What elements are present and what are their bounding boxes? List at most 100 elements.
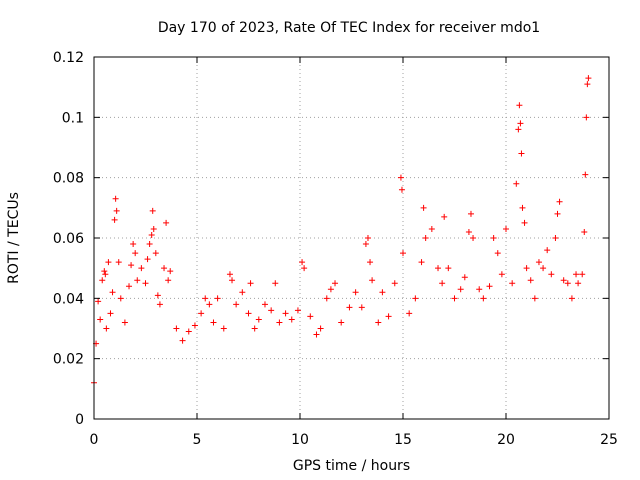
data-point bbox=[519, 204, 526, 211]
x-tick-label: 20 bbox=[497, 432, 515, 448]
data-point bbox=[134, 277, 141, 284]
data-point bbox=[107, 310, 114, 317]
data-point bbox=[112, 195, 119, 202]
data-point bbox=[165, 277, 172, 284]
data-point bbox=[191, 322, 198, 329]
data-point bbox=[210, 319, 217, 326]
data-point bbox=[375, 319, 382, 326]
data-point bbox=[301, 265, 308, 272]
data-point bbox=[435, 265, 442, 272]
data-point bbox=[268, 307, 275, 314]
y-tick-label: 0.1 bbox=[62, 110, 84, 126]
data-point bbox=[149, 207, 156, 214]
data-point bbox=[117, 295, 124, 302]
chart-title: Day 170 of 2023, Rate Of TEC Index for r… bbox=[158, 20, 540, 36]
data-point bbox=[161, 265, 168, 272]
data-point bbox=[102, 271, 109, 278]
data-point bbox=[198, 310, 205, 317]
data-point bbox=[288, 316, 295, 323]
data-point bbox=[109, 289, 116, 296]
data-point bbox=[167, 268, 174, 275]
data-point bbox=[575, 280, 582, 287]
data-point bbox=[503, 225, 509, 232]
data-point bbox=[111, 216, 118, 223]
data-point bbox=[515, 126, 522, 133]
data-point bbox=[564, 280, 571, 287]
data-point bbox=[142, 280, 149, 287]
data-point bbox=[548, 271, 555, 278]
data-point bbox=[585, 75, 592, 82]
data-point bbox=[220, 325, 227, 332]
data-point bbox=[99, 277, 106, 284]
data-point bbox=[573, 271, 580, 278]
data-point bbox=[369, 277, 376, 284]
data-point bbox=[420, 204, 427, 211]
y-tick-label: 0.04 bbox=[53, 291, 84, 307]
data-point bbox=[513, 180, 520, 187]
data-point bbox=[148, 231, 155, 238]
data-point bbox=[251, 325, 258, 332]
data-point bbox=[544, 247, 551, 254]
data-point bbox=[97, 316, 104, 323]
data-point bbox=[144, 256, 151, 263]
data-point bbox=[398, 186, 405, 193]
data-point bbox=[128, 262, 135, 269]
data-point bbox=[115, 259, 122, 266]
data-point bbox=[146, 241, 153, 248]
data-point bbox=[121, 319, 128, 326]
data-point bbox=[323, 295, 330, 302]
data-point bbox=[461, 274, 468, 281]
data-point bbox=[113, 207, 120, 214]
y-tick-label: 0.06 bbox=[53, 231, 84, 247]
data-point bbox=[494, 250, 501, 257]
data-point bbox=[498, 271, 505, 278]
data-point bbox=[364, 235, 371, 241]
data-point bbox=[540, 265, 547, 272]
data-point bbox=[294, 307, 301, 314]
data-point bbox=[346, 304, 353, 311]
data-point bbox=[470, 235, 477, 241]
data-point bbox=[150, 225, 157, 232]
data-point bbox=[214, 295, 221, 302]
data-point bbox=[579, 271, 586, 278]
data-point bbox=[103, 325, 110, 332]
data-point bbox=[332, 280, 339, 287]
data-point bbox=[428, 225, 435, 232]
data-point bbox=[163, 219, 170, 226]
data-point bbox=[156, 301, 163, 308]
data-point bbox=[261, 301, 268, 308]
data-point bbox=[391, 280, 398, 287]
data-point bbox=[233, 301, 240, 308]
data-point bbox=[299, 259, 306, 266]
grid-lines bbox=[94, 57, 609, 419]
y-axis-label: ROTI / TECUs bbox=[6, 192, 22, 284]
data-point bbox=[465, 228, 472, 235]
data-point bbox=[568, 295, 575, 302]
data-point bbox=[412, 295, 419, 302]
y-tick-label: 0.02 bbox=[53, 352, 84, 368]
data-point bbox=[518, 150, 525, 157]
data-point bbox=[338, 319, 345, 326]
data-point bbox=[467, 210, 474, 217]
data-point bbox=[358, 304, 365, 311]
data-point bbox=[535, 259, 542, 266]
data-point bbox=[523, 265, 530, 272]
data-point bbox=[445, 265, 452, 272]
data-point bbox=[406, 310, 413, 317]
x-tick-label: 15 bbox=[394, 432, 412, 448]
data-point bbox=[317, 325, 324, 332]
data-point bbox=[272, 280, 279, 287]
data-point bbox=[226, 271, 233, 278]
data-point bbox=[439, 280, 446, 287]
data-point bbox=[517, 120, 524, 127]
data-point bbox=[554, 210, 561, 217]
data-point bbox=[560, 277, 567, 284]
data-point bbox=[105, 259, 112, 266]
x-tick-label: 25 bbox=[600, 432, 618, 448]
data-point bbox=[132, 250, 139, 257]
data-point bbox=[441, 213, 448, 220]
y-tick-label: 0 bbox=[75, 412, 84, 428]
data-point bbox=[379, 289, 386, 296]
data-point bbox=[255, 316, 262, 323]
data-point bbox=[527, 277, 534, 284]
